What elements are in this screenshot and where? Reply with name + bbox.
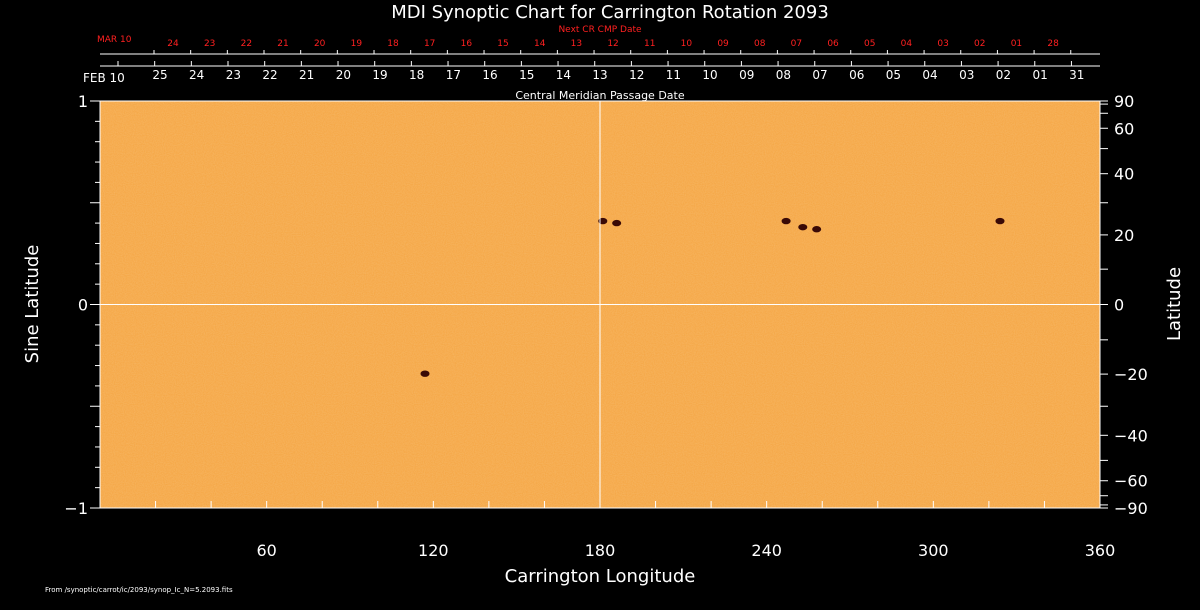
x-tick-label: 60 [256, 541, 276, 560]
next-cr-date-label: 28 [1047, 39, 1059, 49]
next-cr-axis-title: Next CR CMP Date [558, 25, 642, 35]
cmp-date-label: 16 [482, 68, 497, 82]
x-tick-label: 120 [418, 541, 449, 560]
cmp-date-label: 15 [519, 68, 534, 82]
cmp-date-label: 08 [776, 68, 791, 82]
cmp-start-label: FEB 10 [83, 71, 125, 85]
y-axis-left-label: Sine Latitude [22, 245, 43, 364]
cmp-date-label: 05 [886, 68, 901, 82]
cmp-date-label: 24 [189, 68, 204, 82]
cmp-date-label: 25 [152, 68, 167, 82]
y-right-tick-label: −20 [1114, 365, 1148, 384]
x-axis-label: Carrington Longitude [505, 566, 696, 587]
next-cr-date-label: 16 [461, 39, 473, 49]
x-tick-label: 180 [585, 541, 616, 560]
next-cr-date-label: 22 [241, 39, 252, 49]
y-left-tick-label: 0 [78, 296, 88, 315]
cmp-date-label: 09 [739, 68, 754, 82]
sunspot-4 [812, 226, 822, 233]
next-cr-date-label: 13 [571, 39, 582, 49]
cmp-date-label: 06 [849, 68, 864, 82]
cmp-date-label: 13 [592, 68, 607, 82]
y-right-tick-label: −90 [1114, 499, 1148, 518]
y-left-tick-label: −1 [64, 499, 88, 518]
y-right-tick-label: 20 [1114, 226, 1134, 245]
cmp-date-label: 04 [922, 68, 937, 82]
x-tick-label: 240 [751, 541, 782, 560]
next-cr-date-label: 06 [827, 39, 839, 49]
y-left-tick-label: 1 [78, 92, 88, 111]
cmp-date-label: 07 [812, 68, 827, 82]
next-cr-date-label: 02 [974, 39, 985, 49]
y-axis-right-label: Latitude [1164, 267, 1185, 341]
cmp-date-label: 11 [666, 68, 681, 82]
y-right-tick-label: −40 [1114, 426, 1148, 445]
source-footer: From /synoptic/carrot/ic/2093/synop_Ic_N… [45, 586, 233, 594]
sunspot-0 [598, 217, 608, 225]
next-cr-date-label: 09 [717, 39, 729, 49]
cmp-date-label: 01 [1032, 68, 1047, 82]
cmp-date-label: 31 [1069, 68, 1084, 82]
next-cr-start-label: MAR 10 [97, 35, 132, 45]
cmp-date-label: 17 [446, 68, 461, 82]
cmp-axis-title: Central Meridian Passage Date [515, 89, 684, 102]
y-right-tick-label: −60 [1114, 472, 1148, 491]
next-cr-date-label: 07 [791, 39, 802, 49]
cmp-date-label: 21 [299, 68, 314, 82]
y-right-tick-label: 90 [1114, 92, 1134, 111]
cmp-date-label: 02 [996, 68, 1011, 82]
next-cr-date-label: 10 [681, 39, 693, 49]
next-cr-date-label: 04 [901, 39, 913, 49]
chart-title: MDI Synoptic Chart for Carrington Rotati… [391, 2, 829, 23]
cmp-date-label: 18 [409, 68, 424, 82]
next-cr-date-label: 23 [204, 39, 215, 49]
cmp-date-label: 23 [226, 68, 241, 82]
next-cr-date-label: 05 [864, 39, 875, 49]
cmp-date-label: 19 [372, 68, 387, 82]
cmp-date-label: 22 [262, 68, 277, 82]
cmp-date-label: 03 [959, 68, 974, 82]
sunspot-6 [420, 370, 430, 377]
sunspot-2 [781, 217, 791, 225]
next-cr-date-label: 21 [277, 39, 288, 49]
cmp-date-label: 14 [556, 68, 571, 82]
x-tick-label: 300 [918, 541, 949, 560]
next-cr-date-label: 11 [644, 39, 655, 49]
y-right-tick-label: 40 [1114, 165, 1134, 184]
sunspot-layer [420, 217, 1005, 377]
axes-layer: 60 120 180 240 300 36010−1906040200−20−40−60−… [64, 39, 1147, 560]
next-cr-date-label: 20 [314, 39, 326, 49]
next-cr-date-label: 08 [754, 39, 766, 49]
cmp-date-label: 12 [629, 68, 644, 82]
sunspot-5 [995, 217, 1005, 225]
next-cr-date-label: 12 [607, 39, 618, 49]
next-cr-date-label: 19 [351, 39, 363, 49]
next-cr-date-label: 15 [497, 39, 508, 49]
y-right-tick-label: 60 [1114, 119, 1134, 138]
sunspot-1 [612, 219, 622, 227]
sunspot-3 [798, 223, 808, 231]
next-cr-date-label: 01 [1011, 39, 1022, 49]
next-cr-date-label: 17 [424, 39, 435, 49]
cmp-date-label: 20 [336, 68, 351, 82]
next-cr-date-label: 24 [167, 39, 179, 49]
cmp-date-label: 10 [702, 68, 717, 82]
x-tick-label: 360 [1085, 541, 1116, 560]
next-cr-date-label: 03 [937, 39, 948, 49]
next-cr-date-label: 14 [534, 39, 546, 49]
next-cr-date-label: 18 [387, 39, 399, 49]
y-right-tick-label: 0 [1114, 296, 1124, 315]
